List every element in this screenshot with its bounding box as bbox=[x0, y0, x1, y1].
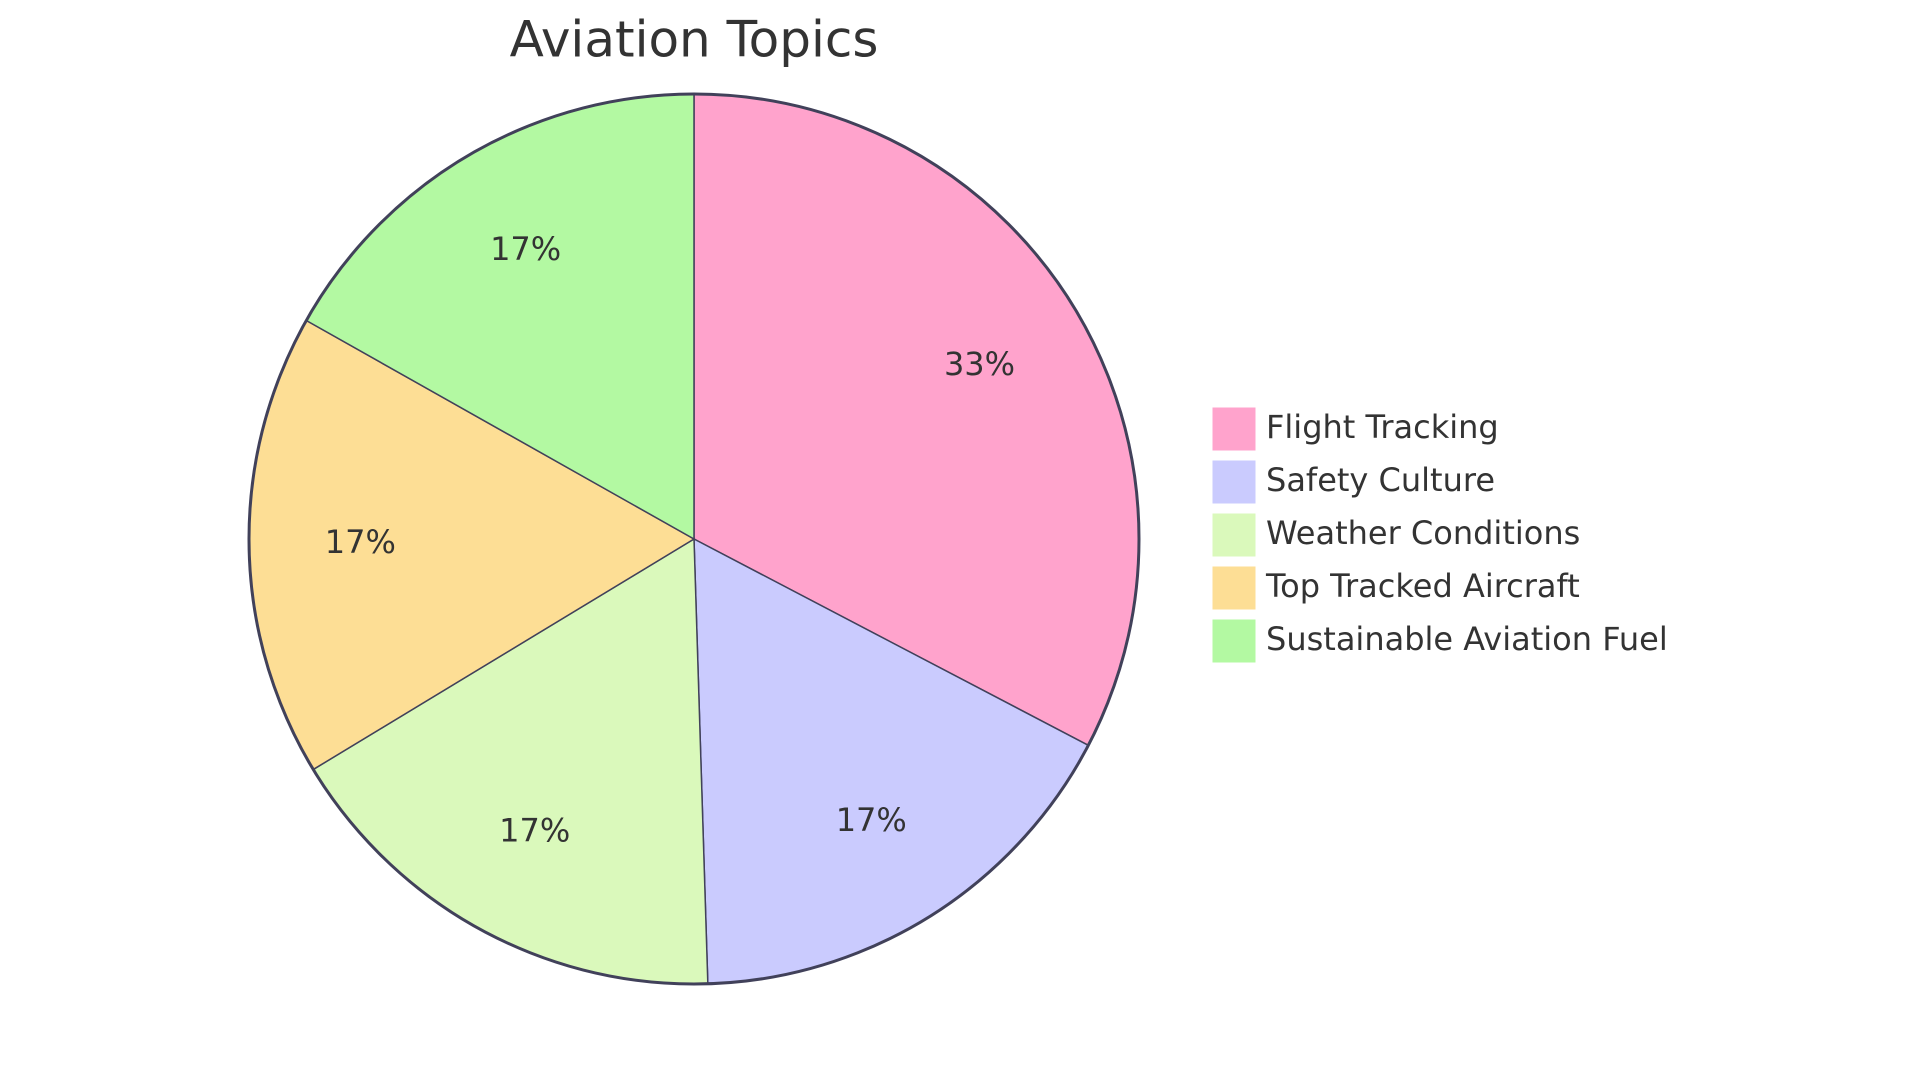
data-label: 17% bbox=[836, 801, 907, 839]
data-label: 17% bbox=[499, 811, 570, 849]
legend-label: Flight Tracking bbox=[1266, 408, 1499, 446]
data-label: 17% bbox=[325, 523, 396, 561]
pie-outline bbox=[247, 92, 1141, 986]
legend-swatch bbox=[1211, 565, 1257, 611]
data-label: 33% bbox=[944, 345, 1015, 383]
legend-swatch bbox=[1211, 512, 1257, 558]
legend-swatch bbox=[1211, 406, 1257, 452]
legend-swatch bbox=[1211, 618, 1257, 664]
legend-swatch bbox=[1211, 459, 1257, 505]
legend-label: Top Tracked Aircraft bbox=[1265, 567, 1580, 605]
chart-title: Aviation Topics bbox=[510, 11, 879, 69]
legend-label: Weather Conditions bbox=[1266, 514, 1580, 552]
legend-label: Safety Culture bbox=[1266, 461, 1495, 499]
legend-label: Sustainable Aviation Fuel bbox=[1266, 620, 1668, 658]
data-label: 17% bbox=[490, 230, 561, 268]
